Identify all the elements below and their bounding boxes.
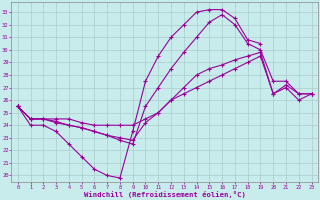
X-axis label: Windchill (Refroidissement éolien,°C): Windchill (Refroidissement éolien,°C) <box>84 191 245 198</box>
